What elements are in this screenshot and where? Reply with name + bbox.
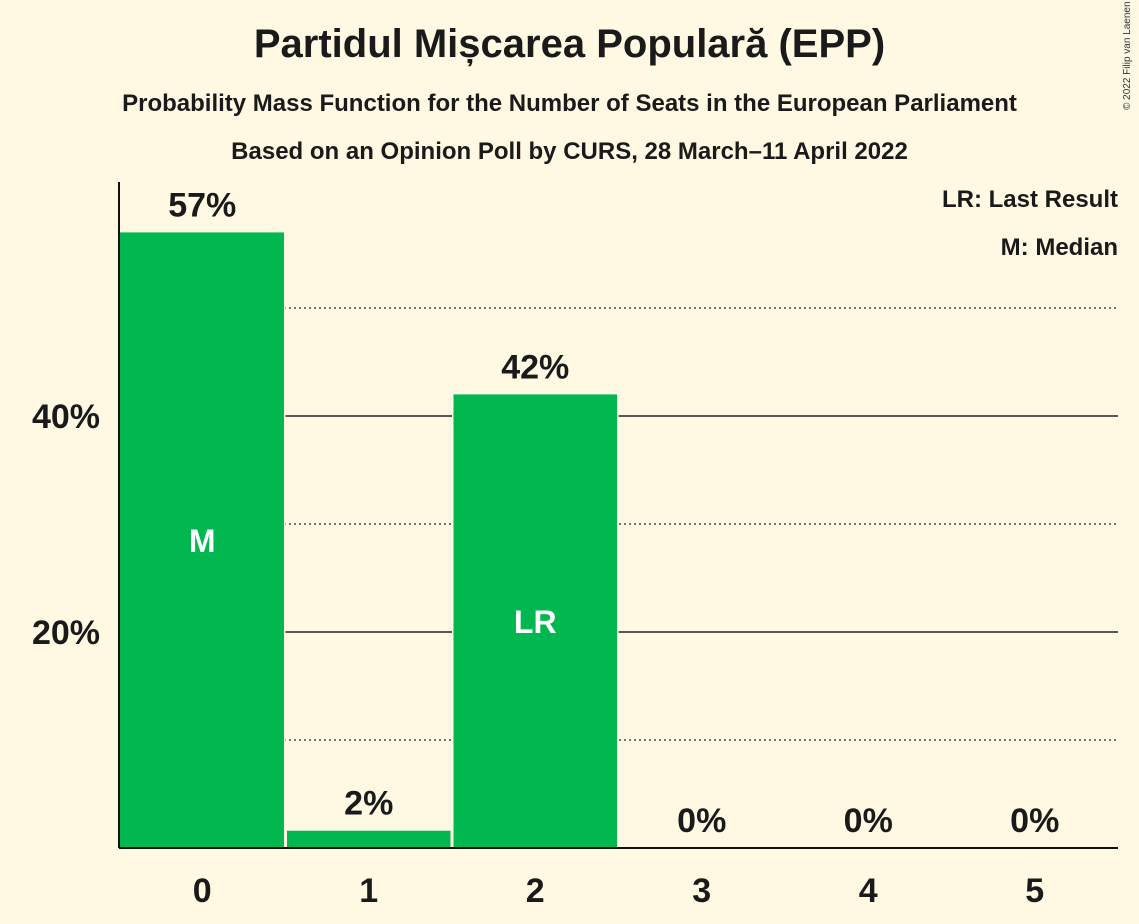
bar-marker-label: LR bbox=[514, 604, 557, 640]
bar-value-label: 2% bbox=[344, 785, 393, 823]
y-tick-label: 20% bbox=[32, 614, 100, 652]
bar-value-label: 0% bbox=[1010, 802, 1059, 840]
bar-marker-label: M bbox=[189, 523, 216, 559]
bar-value-label: 0% bbox=[677, 802, 726, 840]
bar bbox=[119, 232, 284, 848]
chart-title: Partidul Mișcarea Populară (EPP) bbox=[253, 22, 886, 66]
bar-value-label: 42% bbox=[501, 348, 569, 386]
legend-last-result: LR: Last Result bbox=[941, 186, 1118, 213]
axes bbox=[118, 182, 1118, 849]
x-tick-label: 0 bbox=[193, 872, 212, 910]
x-tick-label: 2 bbox=[526, 872, 545, 910]
chart-source-subtitle: Based on an Opinion Poll by CURS, 28 Mar… bbox=[231, 138, 908, 165]
bar-value-label: 0% bbox=[844, 802, 893, 840]
bar-value-label: 57% bbox=[168, 186, 236, 224]
x-tick-label: 5 bbox=[1025, 872, 1044, 910]
legend-median: M: Median bbox=[1000, 234, 1118, 261]
bars bbox=[117, 231, 619, 848]
bar bbox=[453, 394, 617, 848]
x-tick-label: 1 bbox=[359, 872, 378, 910]
x-tick-label: 4 bbox=[859, 872, 878, 910]
chart-subtitle: Probability Mass Function for the Number… bbox=[122, 90, 1017, 117]
x-tick-label: 3 bbox=[692, 872, 711, 910]
bar bbox=[287, 830, 451, 848]
y-tick-label: 40% bbox=[32, 398, 100, 436]
